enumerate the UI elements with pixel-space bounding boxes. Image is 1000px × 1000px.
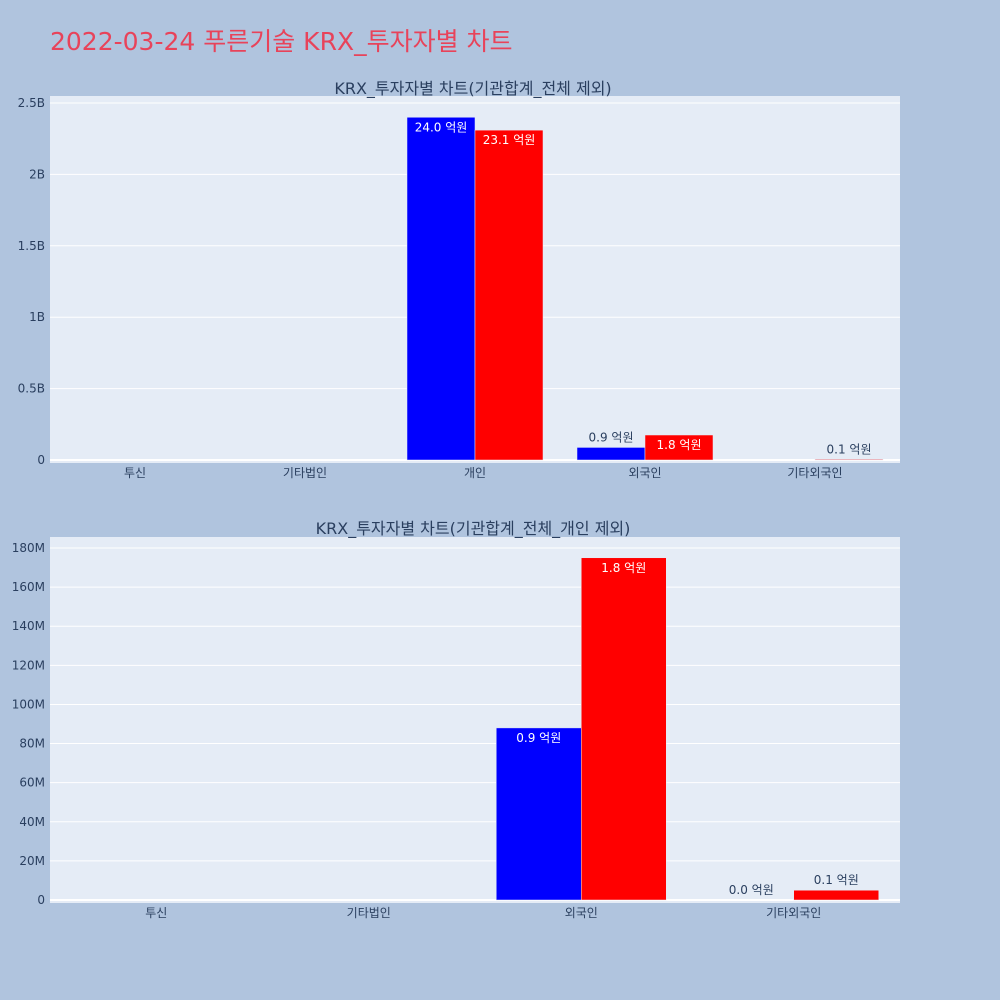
x-tick-label: 외국인 bbox=[628, 466, 661, 480]
x-tick-label: 기타법인 bbox=[283, 466, 327, 480]
x-tick-label: 투신 bbox=[145, 906, 167, 920]
x-tick-label: 개인 bbox=[464, 466, 486, 480]
x-tick-label: 기타외국인 bbox=[766, 906, 821, 920]
bar bbox=[581, 557, 667, 901]
data-label: 0.9 억원 bbox=[516, 731, 561, 745]
y-tick-label: 0 bbox=[37, 453, 45, 467]
bar bbox=[793, 889, 879, 901]
y-tick-label: 60M bbox=[19, 776, 45, 790]
y-tick-label: 120M bbox=[12, 658, 45, 672]
chart-top: 0 0.5B 1B 1.5B 2B 2.5B KRX_투자자별 차트(기관합계_전체 제외)… bbox=[18, 79, 900, 480]
x-tick-label: 외국인 bbox=[565, 906, 598, 920]
bar bbox=[644, 434, 714, 461]
y-tick-label: 40M bbox=[19, 815, 45, 829]
bar bbox=[496, 727, 582, 901]
bar bbox=[576, 447, 646, 461]
chart-title: KRX_투자자별 차트(기관합계_전체_개인 제외) bbox=[316, 519, 631, 539]
y-tick-label: 140M bbox=[12, 619, 45, 633]
x-tick-label: 기타외국인 bbox=[787, 466, 842, 480]
data-label: 0.1 억원 bbox=[814, 873, 859, 887]
data-label: 0.1 억원 bbox=[827, 442, 872, 456]
y-tick-label: 0 bbox=[37, 893, 45, 907]
y-tick-label: 20M bbox=[19, 854, 45, 868]
data-label: 1.8 억원 bbox=[657, 438, 702, 452]
y-tick-label: 1.5B bbox=[18, 239, 45, 253]
bar bbox=[406, 117, 476, 461]
bar bbox=[814, 459, 884, 461]
data-label: 23.1 억원 bbox=[483, 133, 536, 147]
data-label: 0.9 억원 bbox=[589, 430, 634, 444]
y-tick-label: 180M bbox=[12, 541, 45, 555]
chart-bottom: 0 20M 40M 60M 80M 100M 120M 140M 160M 180M KRX_투자자… bbox=[12, 519, 900, 920]
y-tick-label: 100M bbox=[12, 697, 45, 711]
y-tick-label: 160M bbox=[12, 580, 45, 594]
y-tick-label: 0.5B bbox=[18, 382, 45, 396]
x-tick-label: 투신 bbox=[124, 466, 146, 480]
y-tick-label: 2B bbox=[29, 167, 45, 181]
bar bbox=[474, 129, 544, 461]
y-tick-label: 80M bbox=[19, 737, 45, 751]
data-label: 1.8 억원 bbox=[601, 561, 646, 575]
data-label: 0.0 억원 bbox=[729, 883, 774, 897]
data-label: 24.0 억원 bbox=[415, 120, 468, 134]
y-tick-label: 1B bbox=[29, 310, 45, 324]
y-tick-label: 2.5B bbox=[18, 96, 45, 110]
page-title: 2022-03-24 푸른기술 KRX_투자자별 차트 bbox=[50, 27, 513, 56]
x-tick-label: 기타법인 bbox=[347, 906, 391, 920]
plot-area bbox=[50, 537, 900, 903]
chart-title: KRX_투자자별 차트(기관합계_전체 제외) bbox=[334, 79, 611, 99]
